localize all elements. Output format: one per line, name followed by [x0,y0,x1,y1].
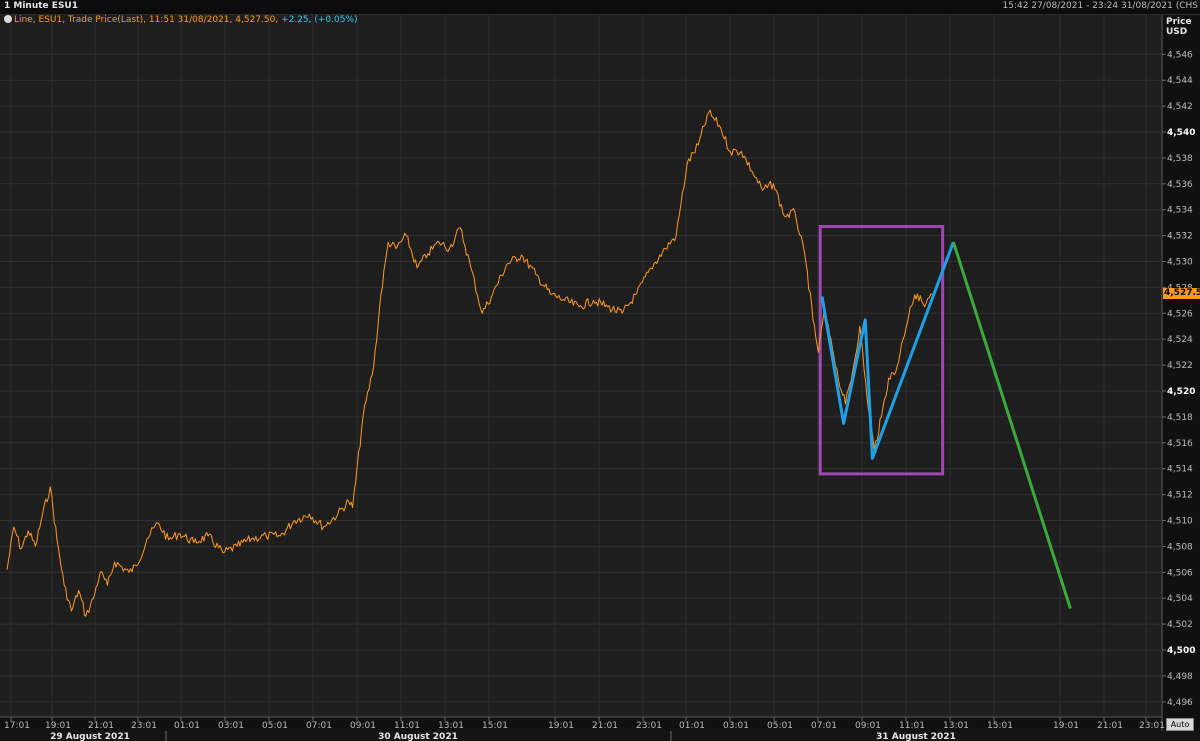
x-tick-label: 07:01 [306,721,332,731]
xaxis-background [0,717,1162,731]
x-tick-label: 05:01 [262,721,288,731]
x-tick-label: 13:01 [438,721,464,731]
projection-line [951,241,1072,610]
title-bar: 1 Minute ESU1 15:42 27/08/2021 - 23:24 3… [0,0,1200,15]
y-tick-label: 4,520 [1167,387,1195,397]
x-tick-label: 19:01 [45,721,71,731]
x-tick-label: 17:01 [4,721,30,731]
price-line [6,109,933,617]
y-tick-label: 4,542 [1167,102,1193,112]
x-tick-label: 09:01 [350,721,376,731]
y-tick-label: 4,498 [1167,672,1193,682]
auto-scale-button[interactable]: Auto [1166,718,1194,731]
date-strip [0,731,1200,741]
y-tick-label: 4,518 [1167,413,1193,423]
axis-background [1162,14,1200,731]
legend-settings-icon[interactable] [4,15,12,23]
x-tick-label: 03:01 [723,721,749,731]
y-tick-label: 4,540 [1167,128,1195,138]
x-tick-label: 19:01 [548,721,574,731]
y-tick-label: 4,534 [1167,206,1193,216]
y-tick-label: 4,546 [1167,50,1193,60]
x-tick-label: 13:01 [943,721,969,731]
series-layer [6,109,1072,617]
x-tick-label: 03:01 [218,721,244,731]
date-label: 29 August 2021 [50,732,130,741]
x-tick-label: 11:01 [899,721,925,731]
x-tick-label: 01:01 [174,721,200,731]
y-tick-label: 4,512 [1167,491,1193,501]
x-tick-label: 09:01 [855,721,881,731]
date-labels: 29 August 2021 30 August 2021 31 August 20… [50,731,956,741]
x-tick-label: 15:01 [987,721,1013,731]
annotation-box [818,225,945,476]
y-tick-label: 4,510 [1167,517,1193,527]
y-tick-label: 4,538 [1167,154,1193,164]
y-tick-label: 4,514 [1167,465,1193,475]
price-axis-header: Price USD [1166,17,1192,37]
x-tick-label: 21:01 [1097,721,1123,731]
x-tick-label: 21:01 [592,721,618,731]
x-tick-label: 23:01 [1139,721,1165,731]
y-tick-label: 4,506 [1167,568,1193,578]
x-axis-ticks: 17:01 19:01 21:01 23:01 01:01 03:01 05:01 07:01… [4,717,1165,731]
price-axis-unit: USD [1166,27,1188,37]
grid [0,14,1162,717]
y-tick-label: 4,526 [1167,309,1193,319]
y-tick-label: 4,530 [1167,258,1193,268]
x-tick-label: 19:01 [1053,721,1079,731]
x-tick-label: 21:01 [88,721,114,731]
chart-title: 1 Minute ESU1 [4,1,78,11]
x-tick-label: 23:01 [131,721,157,731]
date-range: 15:42 27/08/2021 - 23:24 31/08/2021 (CHS [1002,1,1198,11]
y-tick-label: 4,524 [1167,335,1193,345]
legend-change: +2.25, (+0.05%) [281,15,358,25]
y-tick-label: 4,536 [1167,180,1193,190]
y-tick-label: 4,508 [1167,542,1193,552]
pattern-line [820,241,955,460]
date-label: 30 August 2021 [378,732,458,741]
x-tick-label: 15:01 [482,721,508,731]
legend-text: Line, ESU1, Trade Price(Last), 11:51 31/… [14,15,279,25]
y-tick-label: 4,544 [1167,76,1193,86]
x-tick-label: 07:01 [811,721,837,731]
y-tick-label: 4,516 [1167,439,1193,449]
x-tick-label: 23:01 [636,721,662,731]
price-axis-title: Price [1166,17,1192,27]
y-tick-label: 4,522 [1167,361,1193,371]
y-tick-label: 4,504 [1167,594,1193,604]
last-price-tag: 4,527.50 [1163,288,1200,299]
y-tick-label: 4,502 [1167,620,1193,630]
date-label: 31 August 2021 [876,732,956,741]
y-tick-label: 4,496 [1167,698,1193,708]
y-tick-label: 4,532 [1167,232,1193,242]
legend[interactable]: Line, ESU1, Trade Price(Last), 11:51 31/… [4,15,358,25]
y-tick-label: 4,500 [1167,646,1195,656]
x-tick-label: 05:01 [767,721,793,731]
x-tick-label: 11:01 [394,721,420,731]
x-tick-label: 01:01 [679,721,705,731]
